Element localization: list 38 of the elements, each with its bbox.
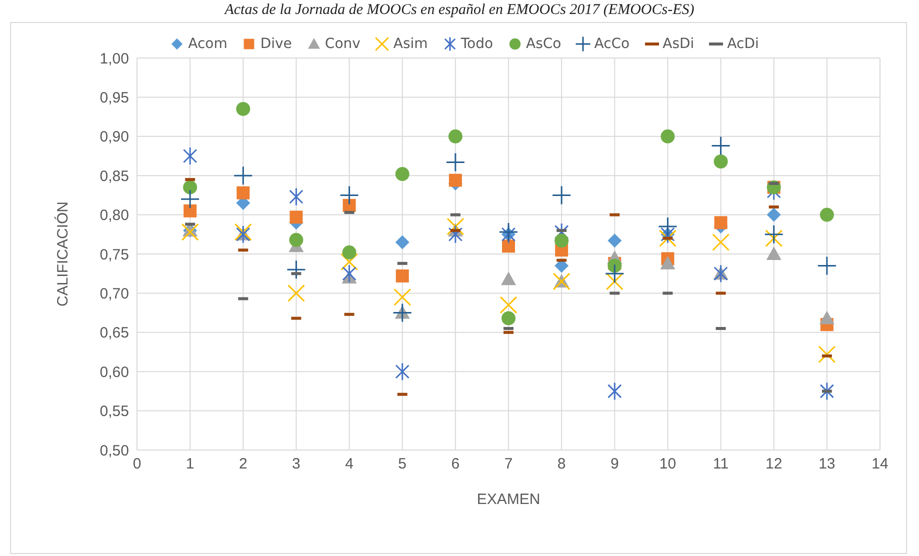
x-tick-label: 9 [610, 456, 619, 473]
x-tick-label: 12 [766, 456, 782, 473]
legend-label: Asim [392, 36, 428, 52]
y-tick-label: 0,95 [100, 90, 129, 107]
x-tick-label: 10 [659, 456, 676, 473]
legend-label: Conv [324, 36, 360, 52]
x-tick-label: 11 [712, 456, 729, 473]
legend-label: AsDi [662, 36, 694, 52]
x-tick-label: 7 [504, 456, 513, 473]
y-axis-title: CALIFICACIÓN [53, 201, 72, 307]
y-tick-label: 0,85 [100, 168, 129, 185]
x-tick-label: 13 [818, 456, 836, 473]
x-tick-label: 2 [238, 456, 248, 473]
legend-label: AcDi [726, 36, 759, 52]
legend-label: Todo [460, 36, 494, 52]
chart-title: Actas de la Jornada de MOOCs en español en EMOOCs 2017 (EMOOCs-ES) [223, 2, 696, 19]
x-tick-label: 3 [292, 456, 300, 473]
x-axis-title: EXAMEN [476, 491, 540, 508]
y-tick-label: 0,70 [100, 286, 129, 303]
y-tick-label: 0,55 [100, 403, 129, 420]
y-tick-label: 0,50 [100, 442, 129, 460]
x-tick-label: 6 [451, 456, 460, 473]
x-tick-label: 14 [872, 456, 888, 473]
y-tick-label: 0,60 [100, 364, 129, 381]
y-tick-label: 1,00 [100, 50, 129, 68]
y-tick-label: 0,90 [100, 128, 129, 146]
y-tick-label: 0,75 [100, 246, 129, 264]
x-tick-label: 8 [557, 456, 566, 473]
legend-label: Acom [187, 36, 228, 52]
legend-label: Dive [259, 36, 292, 52]
x-tick-label: 1 [186, 456, 194, 473]
legend-label: AsCo [525, 36, 562, 52]
y-tick-label: 0,80 [100, 207, 129, 224]
x-tick-label: 5 [398, 456, 407, 473]
y-tick-label: 0,65 [100, 324, 129, 342]
legend-label: AcCo [593, 36, 630, 52]
x-tick-label: 4 [345, 456, 354, 473]
x-tick-label: 0 [132, 456, 142, 473]
